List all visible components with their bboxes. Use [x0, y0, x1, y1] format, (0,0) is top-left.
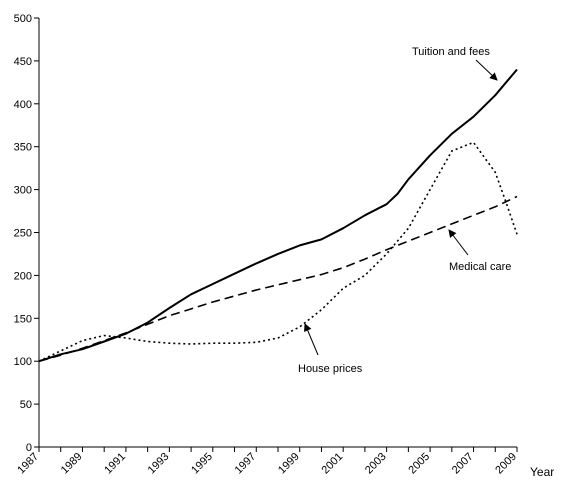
x-tick-label: 1993 — [146, 451, 172, 477]
annotation-label-house-prices: House prices — [298, 363, 363, 375]
y-tick-label: 200 — [14, 270, 32, 282]
y-tick-label: 250 — [14, 228, 32, 240]
y-tick-label: 450 — [14, 56, 32, 68]
annotation-label-tuition-and-fees: Tuition and fees — [412, 46, 490, 58]
y-tick-label: 350 — [14, 142, 32, 154]
x-tick-label: 1997 — [233, 451, 259, 477]
annotation-arrow-house-prices — [304, 323, 319, 356]
x-tick-label: 1995 — [189, 451, 215, 477]
x-tick-label: 1987 — [15, 451, 41, 477]
y-tick-label: 300 — [14, 185, 32, 197]
y-tick-label: 100 — [14, 356, 32, 368]
axes-layer: 0 50 100 150 200 250 300 350 400 450 500 1987 1989 19… — [14, 13, 519, 476]
x-axis-label: Year — [530, 465, 554, 479]
annotation-arrow-medical-care — [448, 229, 469, 256]
y-tick-label: 400 — [14, 99, 32, 111]
annotation-layer: Tuition and fees Medical care House prices — [298, 46, 511, 375]
y-tick-label: 150 — [14, 313, 32, 325]
series-line-tuition-and-fees — [38, 68, 518, 363]
x-tick-label: 2007 — [450, 451, 476, 477]
x-tick-label: 2001 — [320, 451, 346, 477]
x-tick-label: 2005 — [406, 451, 432, 477]
series-layer — [38, 68, 518, 363]
annotation-label-medical-care: Medical care — [449, 261, 511, 273]
x-tick-label: 1991 — [102, 451, 128, 477]
x-tick-label: 1999 — [276, 451, 302, 477]
y-tick-label: 50 — [20, 399, 32, 411]
x-tick-label: 1989 — [59, 451, 85, 477]
x-tick-label: 2009 — [493, 451, 519, 477]
series-line-medical-care — [38, 195, 518, 362]
annotation-arrow-tuition-and-fees — [475, 59, 498, 81]
y-tick-label: 500 — [14, 13, 32, 25]
series-line-house-prices — [38, 141, 518, 362]
x-tick-label: 2003 — [363, 451, 389, 477]
y-tick-label: 0 — [26, 442, 32, 454]
